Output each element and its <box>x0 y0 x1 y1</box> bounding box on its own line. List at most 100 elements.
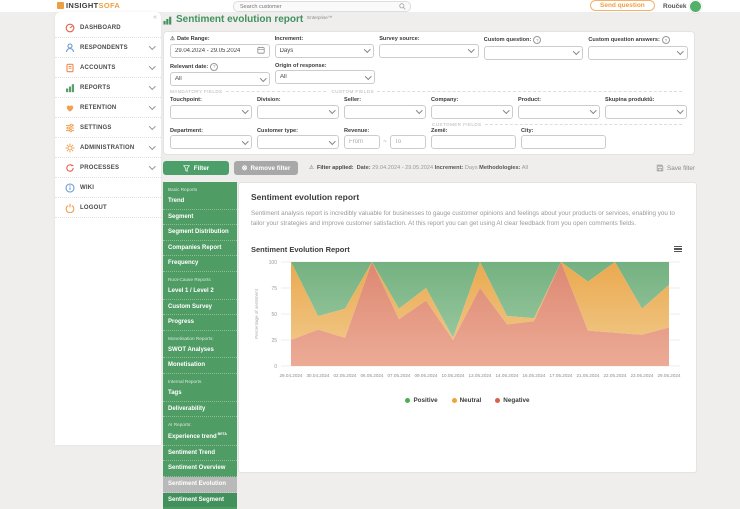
sidebar-item-settings[interactable]: SETTINGS <box>55 118 161 138</box>
submenu-item-experience-trend[interactable]: Experience trend BETA <box>163 429 237 446</box>
select-touchpoint[interactable] <box>170 104 252 119</box>
sidebar-item-accounts[interactable]: ACCOUNTS <box>55 58 161 78</box>
sidebar-item-wiki[interactable]: WIKI <box>55 178 161 198</box>
submenu-item-frequency[interactable]: Frequency <box>163 256 237 272</box>
sidebar-item-dashboard[interactable]: DASHBOARD <box>55 18 161 38</box>
chevron-down-icon <box>148 43 155 50</box>
sidebar-item-label: LOGOUT <box>80 204 107 211</box>
submenu-item-trend[interactable]: Trend <box>163 194 237 210</box>
sidebar-item-respondents[interactable]: RESPONDENTS <box>55 38 161 58</box>
help-icon[interactable]: ? <box>533 36 542 44</box>
legend-item-negative[interactable]: Negative <box>495 397 530 404</box>
svg-text:100: 100 <box>269 260 278 266</box>
filter-field-company: Company: <box>431 97 513 119</box>
submenu-section-internal-reports: Internal Reports <box>168 378 202 384</box>
legend-item-neutral[interactable]: Neutral <box>451 397 481 404</box>
logo: INSIGHTSOFA <box>57 1 120 10</box>
logo-text-accent: SOFA <box>98 1 121 10</box>
field-label: Relevant date:? <box>170 62 270 71</box>
chevron-down-icon <box>415 107 422 114</box>
legend-item-positive[interactable]: Positive <box>405 397 438 404</box>
field-label: Origin of response: <box>275 62 327 69</box>
select-seller[interactable] <box>344 104 426 119</box>
send-question-button[interactable]: Send question <box>590 0 655 11</box>
chevron-down-icon <box>364 72 371 80</box>
sidebar-item-retention[interactable]: RETENTION <box>55 98 161 118</box>
filter-field-zem: Země: <box>431 127 516 149</box>
submenu-item-sentiment-trend[interactable]: Sentiment Trend <box>163 446 237 462</box>
user-menu[interactable]: Rouček <box>663 0 703 13</box>
sidebar-item-label: RESPONDENTS <box>80 44 128 51</box>
revenue-from-input[interactable]: From <box>344 135 381 149</box>
sidebar-item-label: ADMINISTRATION <box>80 144 135 151</box>
submenu-item-custom-survey[interactable]: Custom Survey <box>163 300 237 316</box>
select-division[interactable] <box>257 104 339 119</box>
save-filter-button[interactable]: Save filter <box>656 164 695 172</box>
avatar[interactable] <box>689 0 703 13</box>
submenu-item-progress[interactable]: Progress <box>163 315 237 331</box>
mandatory-fields-label: MANDATORY FIELDS <box>170 89 223 94</box>
select-increment[interactable]: Days <box>274 43 375 58</box>
select-product[interactable] <box>518 104 600 119</box>
help-icon[interactable]: ? <box>210 62 219 71</box>
svg-text:10.05.2024: 10.05.2024 <box>442 373 465 378</box>
chart-menu-icon[interactable] <box>672 244 684 255</box>
filter-panel: ⚠ Date Range: 29.04.2024 - 29.05.2024 Incre… <box>163 31 695 155</box>
search-box <box>233 1 411 12</box>
select-department[interactable] <box>170 135 252 149</box>
sidebar-item-administration[interactable]: ADMINISTRATION <box>55 138 161 158</box>
submenu-item-level-1-level-2[interactable]: Level 1 / Level 2 <box>163 284 237 300</box>
select-relevant-date[interactable]: All <box>170 72 270 86</box>
submenu-item-swot-analyses[interactable]: SWOT Analyses <box>163 343 237 359</box>
submenu-section-ai-reports: AI Reports: <box>168 422 192 428</box>
select-skupina-produkt[interactable] <box>605 104 687 119</box>
select-customer-type[interactable] <box>257 135 339 149</box>
svg-text:22.05.2024: 22.05.2024 <box>604 373 627 378</box>
svg-text:0: 0 <box>274 364 277 370</box>
submenu-item-companies-report[interactable]: Companies Report <box>163 241 237 257</box>
submenu-item-segment-distribution[interactable]: Segment Distribution <box>163 225 237 241</box>
submenu-item-tags[interactable]: Tags <box>163 386 237 402</box>
submenu-item-monetisation[interactable]: Monetisation <box>163 358 237 374</box>
main-area: Sentiment evolution report Enterprise™ ⚠… <box>163 12 697 509</box>
administration-icon <box>65 143 75 153</box>
help-icon[interactable]: ? <box>661 36 670 44</box>
select-custom-question-answers[interactable] <box>588 45 688 60</box>
sidebar-item-logout[interactable]: LOGOUT <box>55 198 161 218</box>
submenu-item-sentiment-evolution[interactable]: Sentiment Evolution <box>163 476 237 493</box>
chevron-down-icon <box>328 107 335 114</box>
chevron-down-icon <box>148 123 155 130</box>
field-label: Země: <box>431 127 448 134</box>
select-survey-source[interactable] <box>379 43 479 58</box>
filter-button[interactable]: Filter <box>163 161 229 175</box>
submenu-item-segment[interactable]: Segment <box>163 210 237 226</box>
sidebar-item-label: PROCESSES <box>80 164 120 171</box>
input-city[interactable] <box>521 135 606 149</box>
calendar-icon[interactable] <box>256 46 265 56</box>
select-origin-of-response[interactable]: All <box>275 70 375 84</box>
select-company[interactable] <box>431 104 513 119</box>
sidebar-item-label: DASHBOARD <box>80 24 121 31</box>
sidebar-item-processes[interactable]: PROCESSES <box>55 158 161 178</box>
search-input[interactable] <box>238 2 382 11</box>
svg-text:14.05.2024: 14.05.2024 <box>496 373 519 378</box>
submenu-item-sentiment-segment[interactable]: Sentiment Segment <box>163 492 237 508</box>
svg-text:17.05.2024: 17.05.2024 <box>550 373 573 378</box>
sidebar-item-reports[interactable]: REPORTS <box>55 78 161 98</box>
revenue-to-input[interactable]: To <box>389 135 426 149</box>
input-date-range[interactable]: 29.04.2024 - 29.05.2024 <box>170 43 270 58</box>
select-custom-question[interactable] <box>483 45 584 60</box>
filter-field-city: City: <box>521 128 606 149</box>
chevron-down-icon <box>328 137 335 145</box>
remove-filter-button[interactable]: ⊗ Remove filter <box>234 161 298 175</box>
reports-icon <box>65 83 75 93</box>
search-icon <box>399 3 406 10</box>
sidebar-collapse-icon[interactable]: « <box>153 14 157 21</box>
input-zem[interactable] <box>431 135 516 149</box>
field-label: Department: <box>170 127 203 134</box>
sidebar-item-label: SETTINGS <box>80 124 112 131</box>
submenu-item-deliverability[interactable]: Deliverability <box>163 402 237 418</box>
submenu-item-sentiment-overview[interactable]: Sentiment Overview <box>163 461 237 477</box>
field-label: Product: <box>518 97 541 103</box>
field-label: Skupina produktů: <box>605 97 655 103</box>
